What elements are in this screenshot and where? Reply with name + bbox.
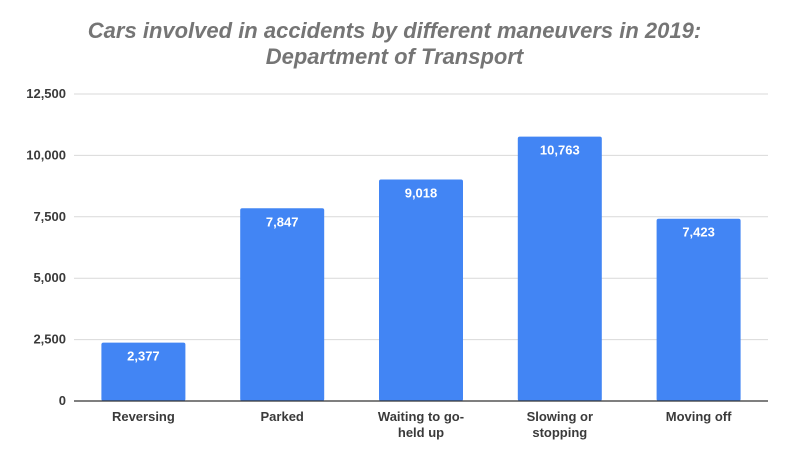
x-tick-label: Parked xyxy=(261,409,304,424)
chart-title-line-2: Department of Transport xyxy=(265,44,524,69)
x-tick-label: Reversing xyxy=(112,409,175,424)
y-tick-label: 7,500 xyxy=(33,209,66,224)
bar xyxy=(517,136,602,402)
x-tick-label-line: stopping xyxy=(532,425,587,440)
chart-title-line-1: Cars involved in accidents by different … xyxy=(87,18,702,43)
data-label: 9,018 xyxy=(405,186,438,201)
chart-title: Cars involved in accidents by different … xyxy=(0,18,789,70)
y-tick-label: 0 xyxy=(59,393,66,408)
x-tick-label: Waiting to go-held up xyxy=(378,409,464,440)
data-label: 10,763 xyxy=(540,143,580,158)
data-label: 2,377 xyxy=(127,349,160,364)
y-tick-label: 5,000 xyxy=(33,270,66,285)
bar xyxy=(101,342,186,401)
bar xyxy=(656,218,741,401)
x-tick-label-line: held up xyxy=(398,425,444,440)
data-label: 7,847 xyxy=(266,214,299,229)
y-tick-label: 2,500 xyxy=(33,332,66,347)
y-tick-label: 10,000 xyxy=(26,147,66,162)
y-tick-label: 12,500 xyxy=(26,86,66,101)
bar xyxy=(240,208,325,401)
x-tick-label: Slowing or stopping xyxy=(527,409,593,440)
x-tick-label-line: Moving off xyxy=(666,409,732,424)
x-tick-label-line: Slowing or xyxy=(527,409,593,424)
x-tick-label-line: Parked xyxy=(261,409,304,424)
bar xyxy=(379,179,463,401)
x-tick-label-line: Reversing xyxy=(112,409,175,424)
data-label: 7,423 xyxy=(682,225,715,240)
x-tick-label: Moving off xyxy=(666,409,732,424)
x-tick-label-line: Waiting to go- xyxy=(378,409,464,424)
